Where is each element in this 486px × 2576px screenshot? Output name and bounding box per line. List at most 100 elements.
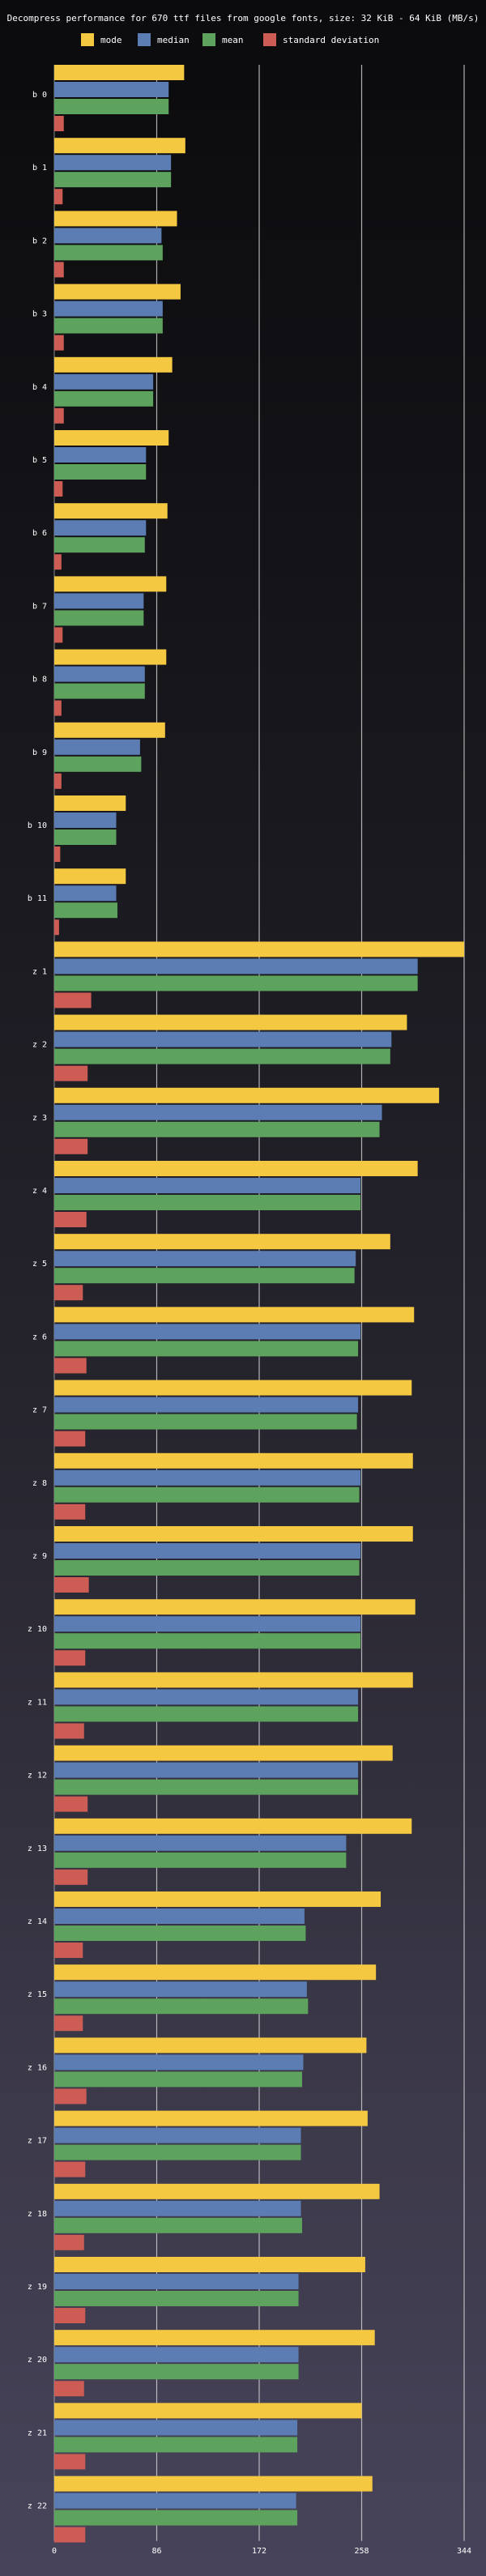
bar-b4-median <box>54 373 154 390</box>
x-axis-labels: 0 86 172 258 344 <box>52 2547 471 2556</box>
y-tick-label: z 18 <box>28 2210 47 2219</box>
bar-b1-median <box>54 155 172 171</box>
bar-z18-mean <box>54 2217 302 2233</box>
bar-z7-mean <box>54 1414 357 1430</box>
bar-b10-mode <box>54 795 126 811</box>
bar-z10-mode <box>54 1599 416 1615</box>
bar-z2-mode <box>54 1014 407 1030</box>
bar-z22-median <box>54 2493 296 2509</box>
bar-z17-mean <box>54 2144 301 2160</box>
bar-z8-standard-deviation <box>54 1503 86 1520</box>
bar-z18-standard-deviation <box>54 2234 84 2250</box>
bar-b7-mode <box>54 576 167 592</box>
y-tick-label: b 4 <box>32 383 47 392</box>
bar-b3-mean <box>54 318 163 334</box>
bar-b5-mean <box>54 464 147 480</box>
bar-z21-mean <box>54 2437 298 2453</box>
y-tick-label: b 3 <box>32 310 47 319</box>
bar-z14-mean <box>54 1926 306 1941</box>
bar-z5-standard-deviation <box>54 1285 83 1301</box>
bar-z11-mode <box>54 1672 413 1688</box>
bar-z21-standard-deviation <box>54 2454 86 2470</box>
bar-z16-mean <box>54 2071 302 2088</box>
x-tick-label: 86 <box>151 2547 161 2556</box>
bar-b6-mode <box>54 503 168 519</box>
bar-z5-mean <box>54 1268 355 1284</box>
bar-b11-standard-deviation <box>54 919 59 936</box>
bar-b1-mean <box>54 172 172 188</box>
bar-z8-median <box>54 1469 361 1486</box>
bar-z16-mode <box>54 2037 367 2054</box>
bar-z9-mode <box>54 1526 413 1542</box>
bar-z1-mean <box>54 975 418 992</box>
y-tick-label: z 19 <box>28 2283 47 2292</box>
bar-z11-mean <box>54 1706 359 1722</box>
bar-z17-mode <box>54 2110 368 2126</box>
bar-z12-standard-deviation <box>54 1796 88 1812</box>
bar-z4-median <box>54 1178 361 1193</box>
bar-z20-mode <box>54 2330 375 2346</box>
bar-z14-median <box>54 1909 305 1924</box>
bar-z8-mode <box>54 1452 413 1469</box>
bar-z17-median <box>54 2127 301 2143</box>
bar-b2-mode <box>54 211 177 227</box>
bar-z13-mode <box>54 1818 412 1834</box>
bar-b6-median <box>54 520 147 536</box>
bar-z7-median <box>54 1397 359 1413</box>
bar-z19-median <box>54 2274 299 2289</box>
bar-z10-standard-deviation <box>54 1650 86 1666</box>
bar-b9-median <box>54 739 140 755</box>
bar-b5-standard-deviation <box>54 481 63 497</box>
bar-b3-standard-deviation <box>54 335 64 351</box>
bar-z3-standard-deviation <box>54 1138 88 1154</box>
y-tick-label: b 0 <box>32 91 47 100</box>
bar-z11-standard-deviation <box>54 1723 84 1739</box>
bar-z4-mean <box>54 1195 361 1210</box>
bar-z4-standard-deviation <box>54 1212 87 1227</box>
bar-b0-standard-deviation <box>54 116 64 131</box>
bar-z11-median <box>54 1689 359 1705</box>
bar-b11-mode <box>54 868 126 885</box>
legend-swatch-1 <box>138 33 151 46</box>
bar-b8-median <box>54 666 145 682</box>
bar-z14-standard-deviation <box>54 1943 83 1958</box>
bar-z21-mode <box>54 2403 362 2419</box>
bar-z12-median <box>54 1762 359 1778</box>
x-tick-label: 0 <box>52 2547 57 2556</box>
bar-b2-standard-deviation <box>54 262 64 278</box>
y-tick-label: z 20 <box>28 2356 47 2365</box>
legend-label-3: standard deviation <box>283 35 379 45</box>
bar-b0-mode <box>54 65 185 80</box>
bar-z20-mean <box>54 2364 299 2380</box>
y-tick-label: z 11 <box>28 1698 47 1707</box>
bar-b1-standard-deviation <box>54 189 63 205</box>
bar-b9-mean <box>54 756 142 772</box>
bar-b10-standard-deviation <box>54 847 61 862</box>
bar-b7-standard-deviation <box>54 627 63 643</box>
bar-z1-standard-deviation <box>54 992 92 1009</box>
y-tick-label: z 13 <box>28 1845 47 1853</box>
y-tick-label: b 1 <box>32 164 47 173</box>
bar-b3-median <box>54 301 163 317</box>
bar-z7-mode <box>54 1380 412 1396</box>
bar-b8-standard-deviation <box>54 700 62 716</box>
y-tick-label: z 21 <box>28 2429 47 2437</box>
bar-z16-standard-deviation <box>54 2088 87 2105</box>
bar-z18-mode <box>54 2183 380 2199</box>
bar-z15-mode <box>54 1964 377 1981</box>
legend: mode median mean standard deviation <box>81 33 379 46</box>
bar-b2-median <box>54 228 162 244</box>
y-tick-label: z 7 <box>32 1406 47 1415</box>
legend-swatch-3 <box>263 33 276 46</box>
bar-z6-mean <box>54 1341 359 1357</box>
bar-z6-median <box>54 1324 361 1340</box>
bar-z4-mode <box>54 1161 418 1176</box>
bar-z2-median <box>54 1031 392 1047</box>
bar-z6-mode <box>54 1307 415 1323</box>
bar-z16-median <box>54 2054 304 2071</box>
bar-z9-median <box>54 1543 361 1559</box>
bar-z12-mode <box>54 1745 393 1761</box>
y-tick-label: z 15 <box>28 1990 47 1999</box>
y-tick-label: z 16 <box>28 2063 47 2072</box>
legend-swatch-0 <box>81 33 94 46</box>
